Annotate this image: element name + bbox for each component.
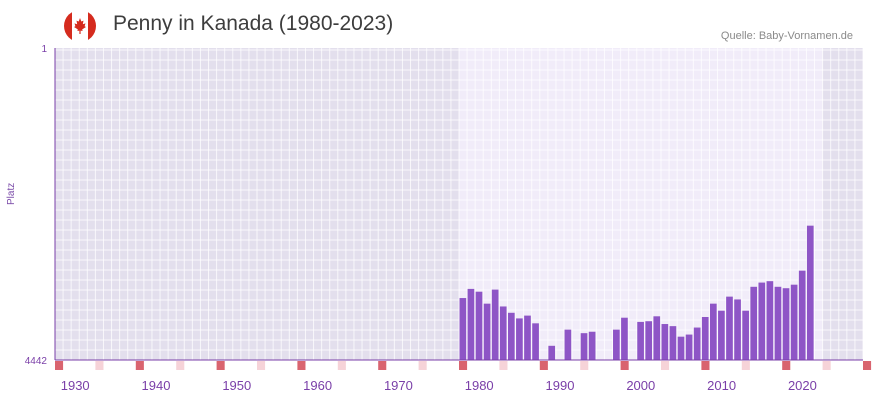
bar-1985 xyxy=(516,318,523,360)
half-decade-marker-1993 xyxy=(580,361,589,370)
bar-2009 xyxy=(709,303,717,360)
bar-2007 xyxy=(693,327,701,360)
canada-flag-icon xyxy=(64,10,96,42)
bar-1982 xyxy=(491,289,499,360)
bar-2014 xyxy=(750,286,758,360)
bar-2001 xyxy=(645,321,653,360)
x-tick-label-1950: 1950 xyxy=(222,378,251,393)
decade-marker-1978 xyxy=(459,361,468,370)
bar-1994 xyxy=(588,331,596,360)
decade-marker-2008 xyxy=(701,361,710,370)
decade-marker-1948 xyxy=(216,361,225,370)
bar-2000 xyxy=(637,321,644,360)
decade-marker-1928 xyxy=(55,361,64,370)
half-decade-marker-2013 xyxy=(741,361,750,370)
bar-1987 xyxy=(532,323,539,360)
bar-2021 xyxy=(806,225,814,360)
x-tick-label-1970: 1970 xyxy=(384,378,413,393)
x-tick-label-1960: 1960 xyxy=(303,378,332,393)
source-credit: Quelle: Baby-Vornamen.de xyxy=(720,30,853,42)
plot-background-after xyxy=(822,48,863,360)
y-tick-label-4442: 4442 xyxy=(25,356,48,367)
bar-1989 xyxy=(548,345,556,360)
x-tick-label-1930: 1930 xyxy=(61,378,90,393)
bar-2011 xyxy=(726,296,733,360)
half-decade-marker-1943 xyxy=(176,361,185,370)
bar-2002 xyxy=(653,316,661,360)
bar-2017 xyxy=(774,286,782,360)
bar-1991 xyxy=(564,329,572,360)
bar-1979 xyxy=(467,288,475,360)
bar-1997 xyxy=(613,329,620,360)
bar-1993 xyxy=(580,333,588,360)
bar-2013 xyxy=(742,310,749,360)
bar-2003 xyxy=(661,324,669,360)
half-decade-marker-2023 xyxy=(822,361,831,370)
x-tick-label-2000: 2000 xyxy=(626,378,655,393)
chart-header: Penny in Kanada (1980-2023) Quelle: Baby… xyxy=(0,0,873,48)
bar-2012 xyxy=(734,299,741,360)
decade-marker-2018 xyxy=(782,361,791,370)
x-tick-label-2020: 2020 xyxy=(788,378,817,393)
bar-1983 xyxy=(499,306,507,360)
decade-marker-1938 xyxy=(135,361,144,370)
half-decade-marker-1983 xyxy=(499,361,508,370)
bar-2015 xyxy=(758,282,766,360)
y-tick-label-1: 1 xyxy=(41,44,47,55)
bar-2006 xyxy=(685,334,693,360)
bar-2008 xyxy=(701,317,709,360)
decade-marker-1968 xyxy=(378,361,387,370)
bar-2004 xyxy=(669,326,677,360)
half-decade-marker-1963 xyxy=(337,361,346,370)
bar-2020 xyxy=(798,270,806,360)
half-decade-marker-2003 xyxy=(661,361,670,370)
x-tick-label-1990: 1990 xyxy=(546,378,575,393)
half-decade-marker-1953 xyxy=(257,361,266,370)
chart-title: Penny in Kanada (1980-2023) xyxy=(113,12,394,35)
decade-marker-2028 xyxy=(863,361,872,370)
bar-2019 xyxy=(790,284,798,360)
bar-1986 xyxy=(524,315,531,360)
half-decade-marker-1933 xyxy=(95,361,104,370)
x-tick-label-2010: 2010 xyxy=(707,378,736,393)
bar-1980 xyxy=(475,291,483,360)
bar-1978 xyxy=(459,298,467,360)
decade-marker-1988 xyxy=(539,361,548,370)
bar-2005 xyxy=(677,336,685,360)
half-decade-marker-1973 xyxy=(418,361,427,370)
bar-2016 xyxy=(766,281,774,360)
decade-marker-1998 xyxy=(620,361,629,370)
bar-1998 xyxy=(621,317,628,360)
bar-2018 xyxy=(782,288,790,360)
bar-1981 xyxy=(483,303,491,360)
decade-marker-1958 xyxy=(297,361,306,370)
x-tick-label-1980: 1980 xyxy=(465,378,494,393)
x-tick-label-1940: 1940 xyxy=(142,378,171,393)
bar-1984 xyxy=(507,312,515,360)
bar-2010 xyxy=(718,310,725,360)
